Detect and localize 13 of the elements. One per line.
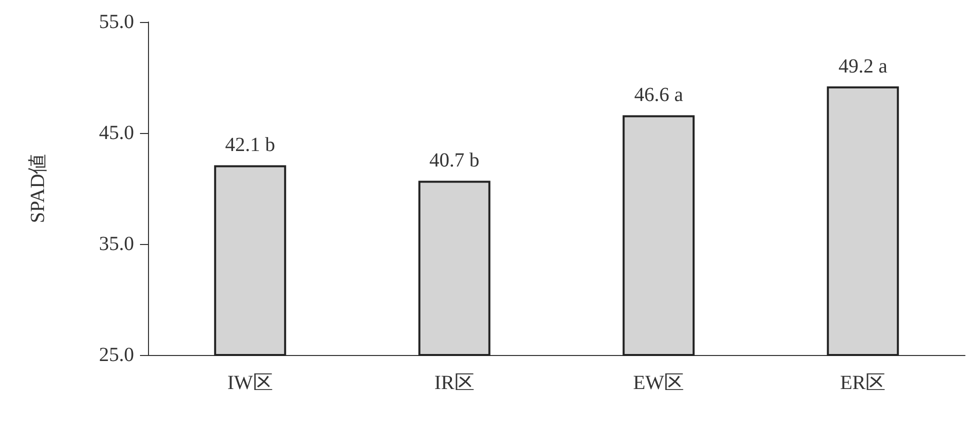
data-label: 49.2 a [838,55,888,78]
data-label: 42.1 b [225,134,276,156]
x-tick-label: IW区 [227,372,273,394]
x-tick-label: IR区 [434,372,474,394]
y-axis-title: SPAD値 [27,154,49,224]
y-tick-label: 55.0 [99,11,134,33]
y-tick-label: 45.0 [99,122,134,144]
y-tick-label: 35.0 [99,233,134,255]
x-tick-label: EW区 [633,372,684,394]
x-tick-label: ER区 [840,372,886,394]
data-label: 46.6 a [634,84,684,106]
data-label: 40.7 b [429,150,480,172]
y-tick-label: 25.0 [99,344,134,366]
